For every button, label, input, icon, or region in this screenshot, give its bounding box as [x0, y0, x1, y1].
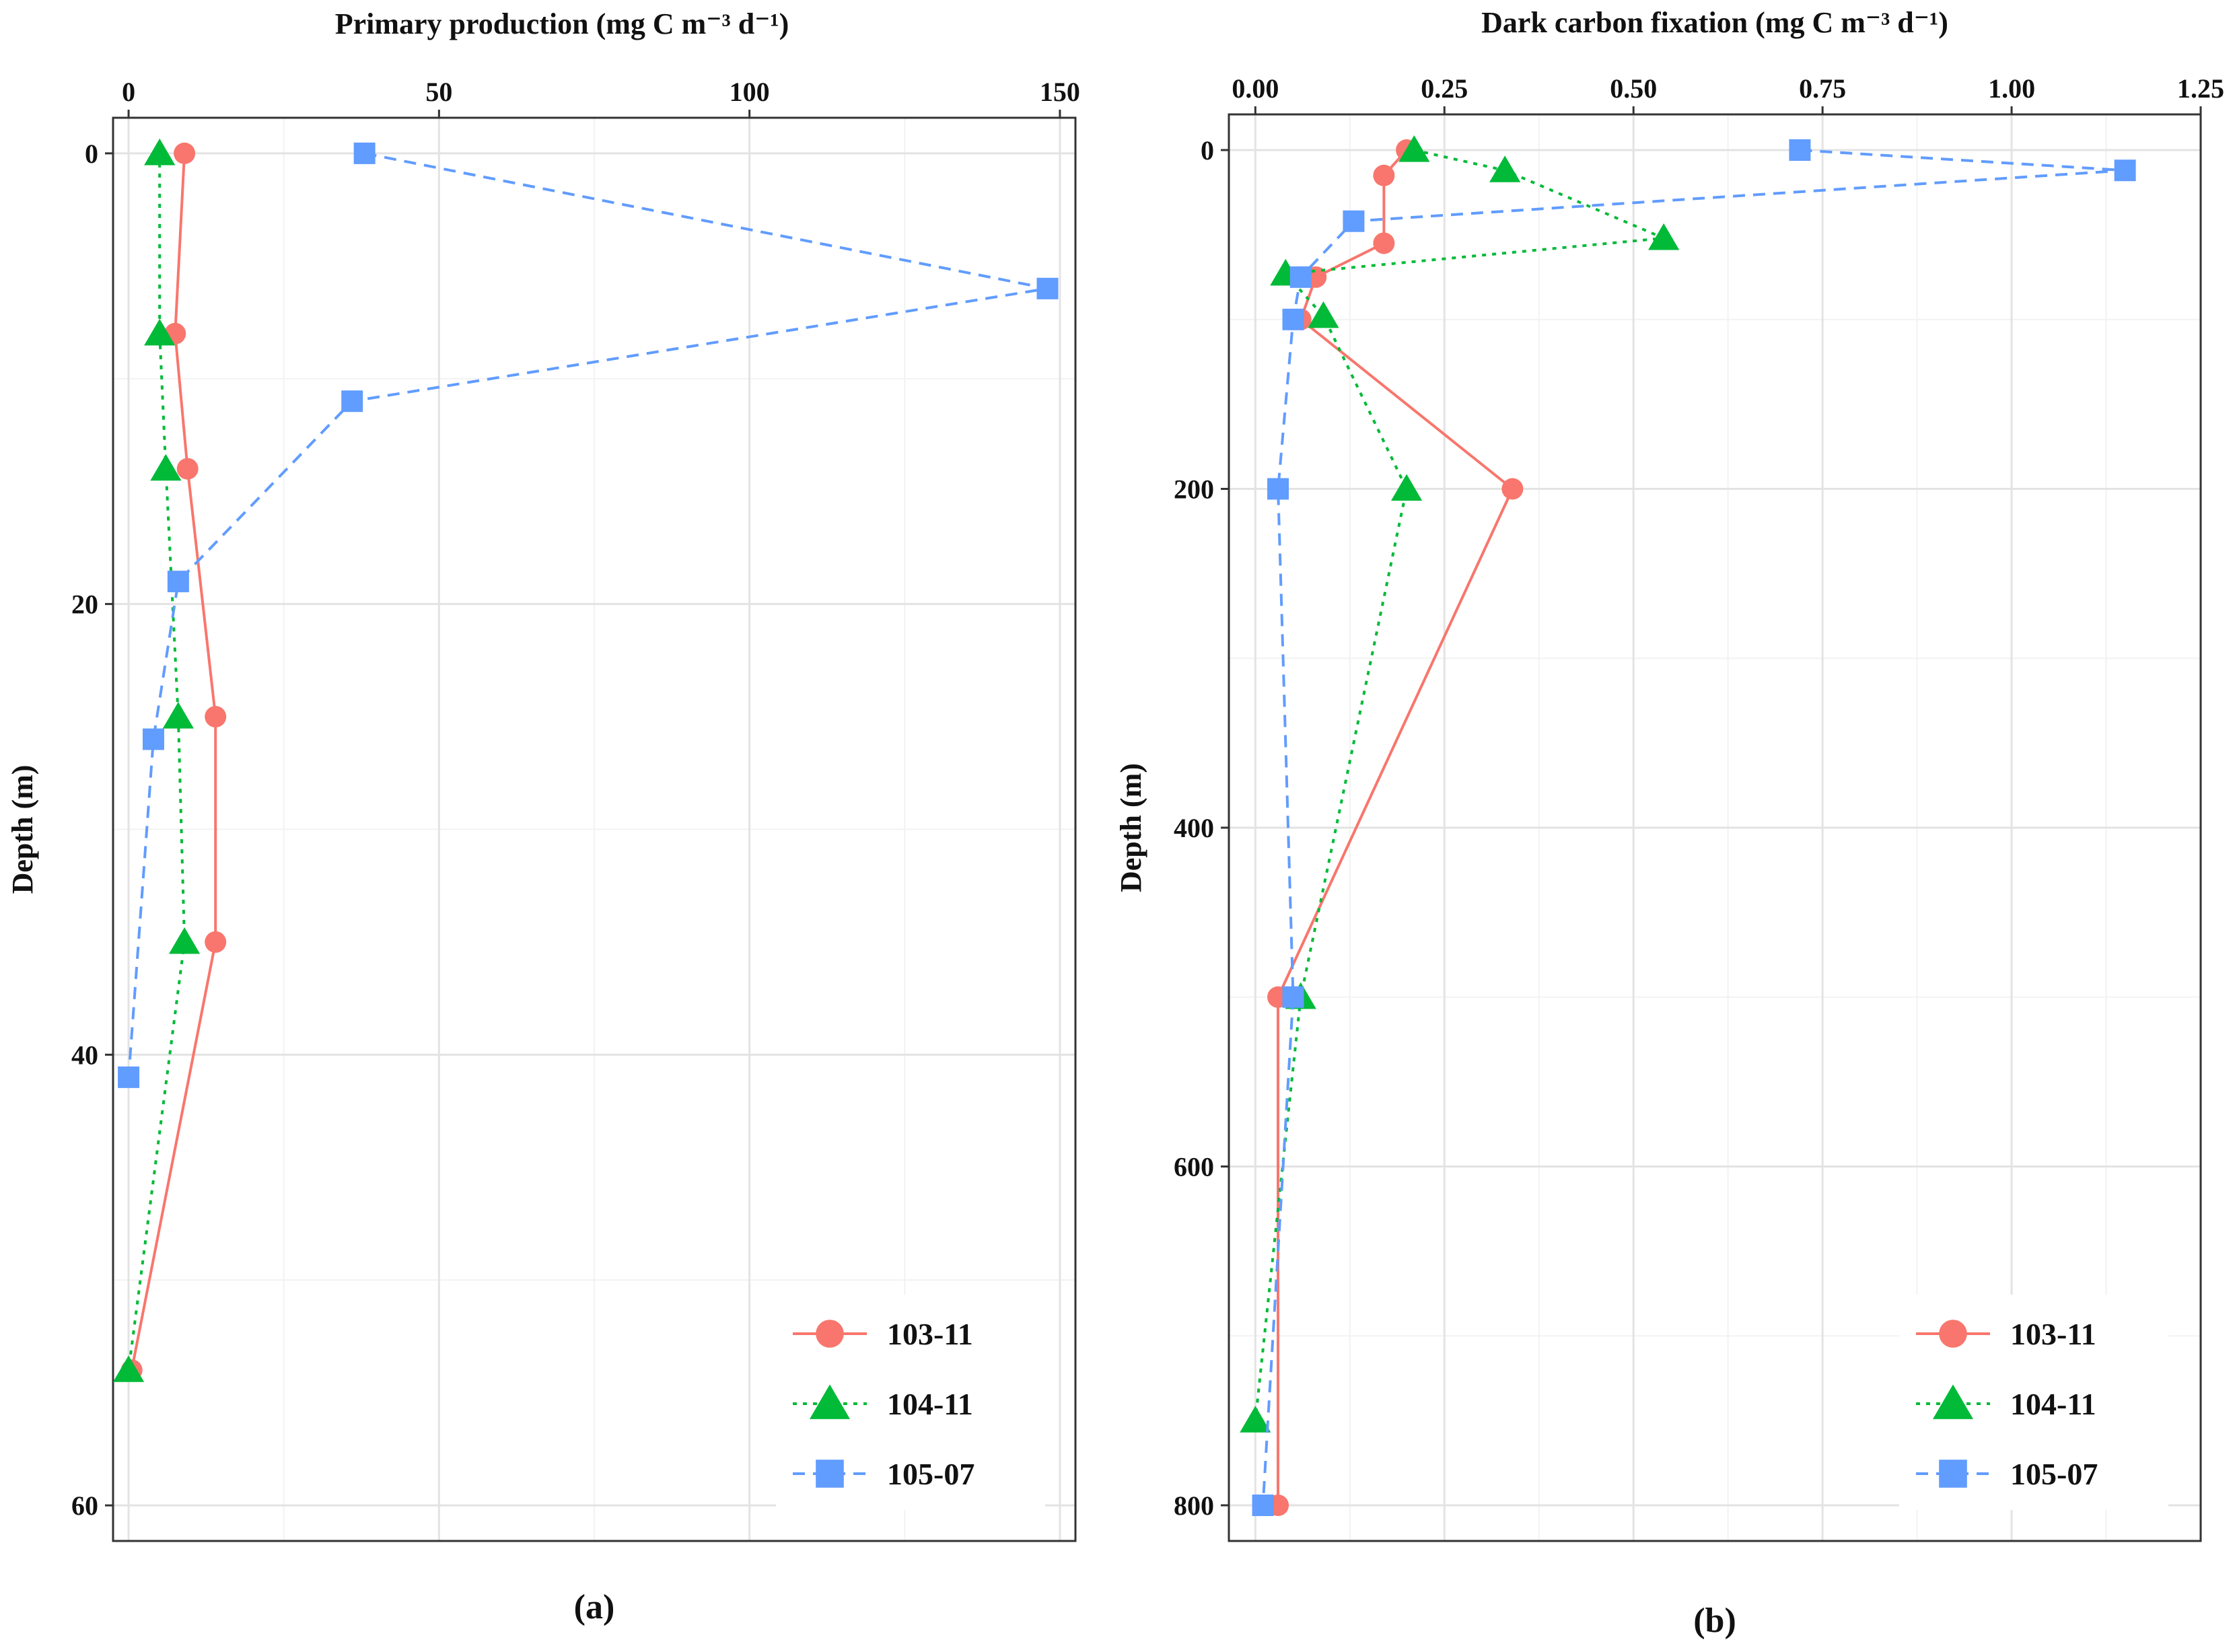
chart-a-panel-border: [112, 116, 1077, 1542]
chart-a-series-103-11-point: [205, 931, 227, 953]
chart-b-series-105-07-point: [1252, 1495, 1274, 1516]
chart-b-series-104-11-point: [1308, 301, 1339, 328]
chart-b-legend-key-marker: [1939, 1320, 1967, 1348]
chart-b-x-tick-label: 1.00: [1988, 73, 2035, 104]
chart-a-legend-key-marker: [816, 1460, 844, 1488]
chart-b-series-105-07: [1252, 139, 2136, 1516]
chart-b-y-tick-label: 0: [1201, 135, 1214, 166]
chart-a-series-104-11: [112, 138, 201, 1382]
chart-a-series-103-11-point: [174, 142, 196, 164]
chart-a-x-tick-label: 150: [1040, 77, 1080, 107]
chart-a-series-105-07-point: [118, 1066, 140, 1088]
chart-b-series-104-11-point: [1648, 223, 1680, 250]
chart-b-y-tick-label: 400: [1174, 813, 1214, 843]
chart-b-legend-label: 103-11: [2010, 1317, 2096, 1351]
chart-a-series-103-11: [120, 142, 227, 1381]
chart-b-series-105-07-point: [1343, 210, 1365, 232]
chart-b-y-tick-label: 800: [1174, 1491, 1214, 1521]
chart-b-series-104-11-point: [1398, 135, 1430, 162]
chart-a-title: Primary production (mg C m⁻³ d⁻¹): [335, 7, 789, 40]
chart-b-legend-label: 105-07: [2010, 1457, 2098, 1491]
chart-a-legend-label: 105-07: [887, 1457, 974, 1491]
chart-a-series-104-11-point: [112, 1355, 145, 1382]
chart-b-series-103-11-point: [1501, 478, 1524, 500]
chart-b-x-tick-label: 0.75: [1799, 73, 1846, 104]
chart-b-x-tick-label: 0.50: [1610, 73, 1657, 104]
chart-a-legend-key-marker: [809, 1384, 851, 1419]
chart-b-series-104-11-point: [1390, 474, 1423, 501]
chart-b-series-105-07-point: [1282, 986, 1304, 1008]
chart-a-legend-label: 103-11: [887, 1317, 973, 1351]
chart-b-panel-label: (b): [1693, 1602, 1736, 1640]
chart-b-legend-label: 104-11: [2010, 1387, 2096, 1421]
chart-b-legend-key-marker: [1932, 1384, 1974, 1419]
chart-b-series-104-11-point: [1240, 1406, 1271, 1433]
chart-b-legend-key-marker: [1939, 1460, 1967, 1488]
chart-a-y-tick-label: 40: [71, 1040, 98, 1070]
chart-b-series-103-11-point: [1373, 232, 1395, 254]
chart-a: 0 50 100 150 0 20 40 60 Primary production (mg C…: [6, 7, 1080, 1626]
chart-a-y-axis-label: Depth (m): [6, 765, 39, 894]
chart-a-series-104-11-point: [150, 454, 182, 481]
chart-a-legend: 103-11 104-11 105-07: [776, 1295, 1045, 1510]
chart-b-series-105-07-point: [2114, 159, 2136, 182]
chart-b-series-105-07-point: [1789, 139, 1811, 161]
chart-a-x-tick-label: 100: [730, 77, 770, 107]
chart-a-series-105-07-point: [167, 571, 189, 593]
chart-b-title: Dark carbon fixation (mg C m⁻³ d⁻¹): [1481, 6, 1948, 39]
chart-a-x-tick-label: 50: [425, 77, 452, 107]
chart-a-series-104-11-point: [144, 138, 176, 166]
chart-a-x-tick-label: 0: [122, 77, 135, 107]
chart-b-y-tick-label: 600: [1174, 1152, 1214, 1182]
chart-a-legend-label: 104-11: [887, 1387, 973, 1421]
chart-b-x-tick-label: 1.25: [2177, 73, 2224, 104]
chart-a-series-104-11-point: [144, 318, 176, 346]
chart-a-series-104-11-point: [162, 702, 194, 729]
chart-a-series-103-11-line: [130, 153, 217, 1371]
chart-a-y-tick-label: 60: [71, 1491, 98, 1521]
chart-a-series-105-07-point: [353, 142, 376, 164]
chart-b-y-tick-label: 200: [1174, 474, 1214, 505]
chart-b-series-105-07-point: [1289, 266, 1312, 288]
chart-b-series-104-11-point: [1489, 155, 1521, 182]
chart-b-x-tick-label: 0.00: [1232, 73, 1279, 104]
chart-b-series-105-07-point: [1282, 308, 1304, 330]
chart-b-series-103-11-point: [1373, 164, 1395, 186]
chart-b-legend: 103-11 104-11 105-07: [1899, 1295, 2168, 1510]
chart-a-series-105-07-point: [1036, 277, 1059, 299]
chart-a-series-104-11-point: [168, 927, 201, 954]
chart-b-series-105-07-point: [1267, 478, 1289, 500]
chart-a-y-tick-label: 0: [85, 139, 98, 169]
chart-b-y-axis-label: Depth (m): [1114, 763, 1147, 892]
chart-a-y-tick-label: 20: [71, 589, 98, 620]
chart-b: 0.00 0.25 0.50 0.75 1.00 1.25 0 200 400 600 800 Dar…: [1114, 6, 2224, 1640]
chart-a-panel-label: (a): [574, 1588, 615, 1626]
chart-b-series-105-07-line: [1261, 149, 2127, 1506]
chart-a-series-105-07-point: [341, 390, 363, 412]
chart-a-series-104-11-line: [127, 153, 186, 1371]
chart-a-series-105-07: [118, 142, 1059, 1088]
chart-a-series-105-07-line: [127, 151, 1049, 1078]
chart-b-series-104-11: [1240, 135, 1680, 1433]
chart-a-series-103-11-point: [176, 458, 199, 480]
chart-a-legend-key-marker: [816, 1320, 844, 1348]
chart-b-series-104-11-line: [1254, 149, 1666, 1421]
chart-a-series-103-11-point: [205, 706, 227, 728]
chart-a-series-105-07-point: [142, 728, 164, 750]
chart-b-x-tick-label: 0.25: [1421, 73, 1468, 104]
